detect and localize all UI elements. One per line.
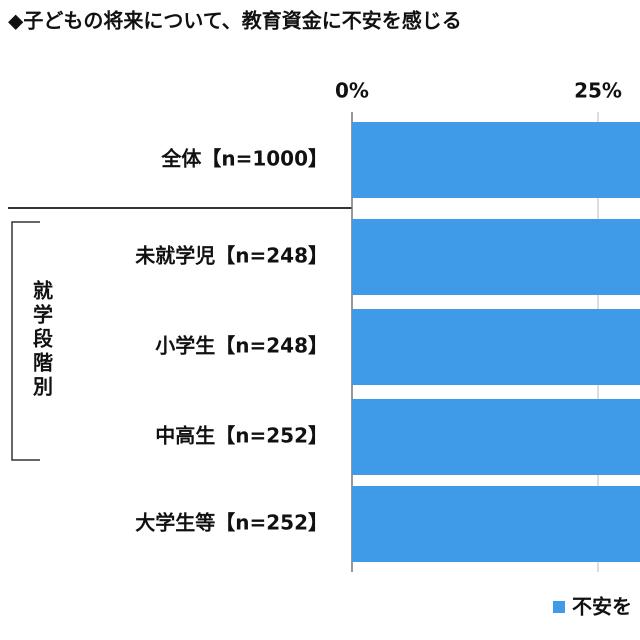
bar	[352, 309, 640, 385]
legend-swatch	[553, 601, 565, 613]
category-label: 全体【n=1000】	[160, 147, 328, 171]
chart-title: ◆子どもの将来について、教育資金に不安を感じる	[8, 9, 462, 33]
group-label: 就学段階別	[30, 279, 54, 400]
category-label: 小学生【n=248】	[155, 334, 328, 358]
x-tick-label: 25%	[574, 79, 622, 103]
group-bracket	[11, 221, 40, 461]
category-label: 未就学児【n=248】	[135, 244, 328, 268]
category-label: 大学生等【n=252】	[135, 511, 328, 535]
bar	[352, 122, 640, 198]
bar	[352, 219, 640, 295]
bar	[352, 486, 640, 562]
bar	[352, 399, 640, 475]
x-tick-label: 0%	[335, 79, 369, 103]
category-label: 中高生【n=252】	[155, 424, 328, 448]
legend-label: 不安を	[572, 595, 632, 619]
